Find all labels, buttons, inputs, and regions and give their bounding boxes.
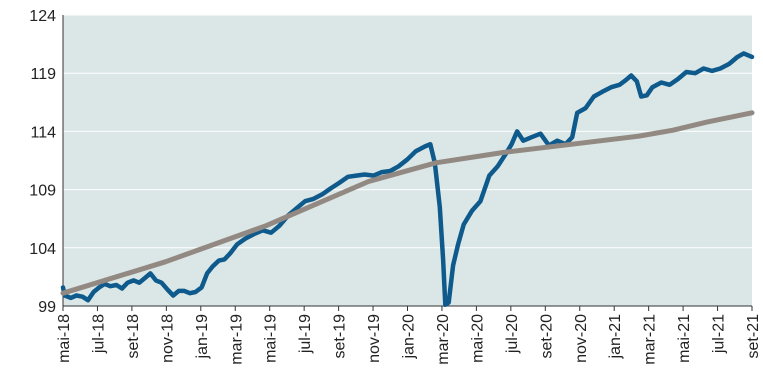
x-tick-label: mai-19 (263, 314, 280, 363)
y-tick-label: 114 (30, 124, 56, 141)
y-tick-label: 119 (30, 66, 56, 83)
y-axis-ticks: 99 104 109 114 119 124 (29, 8, 56, 316)
x-tick-label: jul-18 (90, 314, 107, 354)
x-tick-label: nov-18 (159, 314, 176, 363)
x-tick-label: mar-19 (228, 314, 245, 365)
x-tick-label: nov-20 (573, 314, 590, 363)
x-tick-label: set-19 (332, 314, 349, 359)
x-tick-label: jan-21 (607, 314, 624, 360)
x-tick-label: mai-18 (56, 314, 73, 363)
x-tick-label: jul-20 (504, 314, 521, 354)
y-tick-label: 109 (29, 183, 56, 200)
series-line-2 (60, 110, 755, 296)
x-tick-label: jul-19 (297, 314, 314, 354)
series-group (60, 51, 755, 308)
x-tick-label: set-18 (125, 314, 142, 359)
y-tick-label: 124 (29, 8, 56, 25)
series-line-1 (60, 51, 755, 308)
x-tick-label: jul-21 (711, 314, 728, 354)
x-tick-label: mai-20 (469, 314, 486, 363)
x-tick-label: nov-19 (366, 314, 383, 363)
x-tick-label: mai-21 (676, 314, 693, 363)
x-axis-ticks: mai-18 jul-18 set-18 nov-18 jan-19 mar-19 mai-… (56, 306, 762, 365)
x-tick-label: jan-20 (401, 314, 418, 360)
y-tick-label: 99 (38, 299, 56, 316)
plot-area (60, 14, 755, 308)
x-tick-label: mar-21 (642, 314, 659, 365)
x-tick-label: set-21 (745, 314, 762, 359)
x-tick-label: jan-19 (194, 314, 211, 360)
y-tick-label: 104 (29, 241, 56, 258)
x-tick-label: mar-20 (435, 314, 452, 365)
x-tick-label: set-20 (538, 314, 555, 359)
